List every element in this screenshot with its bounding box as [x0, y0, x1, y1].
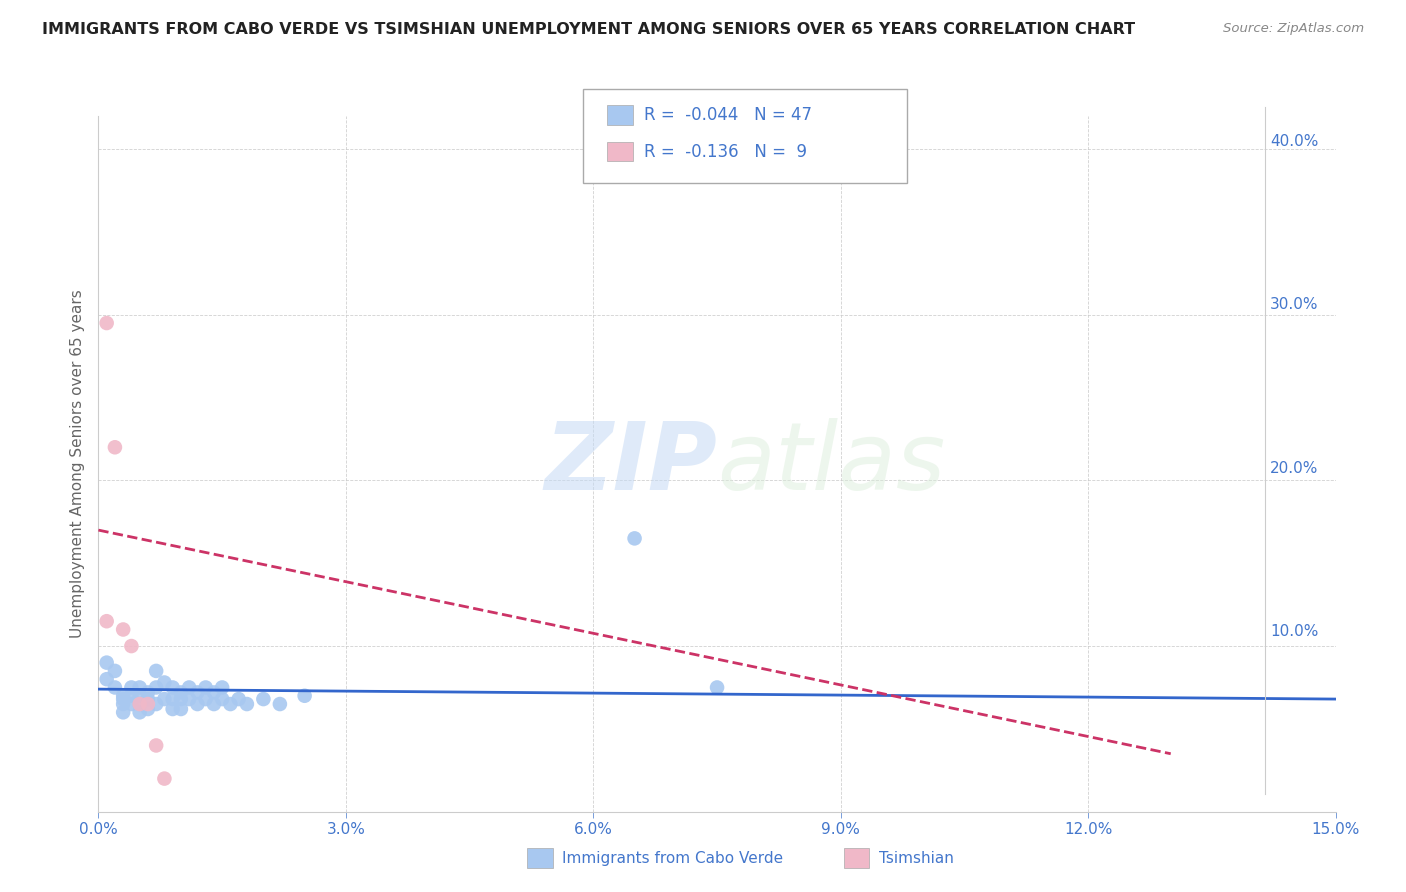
Point [201, 689, 224, 703]
Point [259, 664, 281, 679]
Point [208, 669, 231, 683]
Point [288, 675, 311, 690]
Point [172, 304, 194, 318]
Point [201, 681, 224, 695]
Point [208, 681, 231, 695]
Point [222, 754, 245, 768]
Point [238, 669, 260, 683]
Point [172, 640, 194, 654]
Point [274, 664, 297, 679]
Point [252, 669, 274, 683]
Point [215, 664, 238, 679]
Point [309, 675, 332, 690]
Point [172, 656, 194, 670]
Point [222, 659, 245, 673]
Text: R =  -0.136   N =  9: R = -0.136 N = 9 [644, 143, 807, 161]
Point [346, 673, 368, 687]
Point [186, 607, 209, 621]
Point [186, 689, 209, 703]
Point [238, 675, 260, 690]
Point [201, 664, 224, 679]
Text: IMMIGRANTS FROM CABO VERDE VS TSIMSHIAN UNEMPLOYMENT AMONG SENIORS OVER 65 YEARS: IMMIGRANTS FROM CABO VERDE VS TSIMSHIAN … [42, 22, 1135, 37]
Point [252, 681, 274, 695]
Point [215, 722, 238, 736]
Point [194, 624, 217, 638]
Point [208, 675, 231, 690]
Point [266, 681, 288, 695]
Text: ZIP: ZIP [548, 404, 721, 497]
Point [194, 673, 217, 687]
Point [194, 681, 217, 695]
Point [281, 681, 304, 695]
Point [179, 427, 201, 442]
Point [215, 681, 238, 695]
Point [215, 648, 238, 662]
Point [325, 681, 347, 695]
Text: R =  -0.044   N = 47: R = -0.044 N = 47 [644, 106, 811, 124]
Text: Immigrants from Cabo Verde: Immigrants from Cabo Verde [562, 851, 783, 865]
Point [208, 685, 231, 699]
Text: Source: ZipAtlas.com: Source: ZipAtlas.com [1223, 22, 1364, 36]
Point [231, 664, 253, 679]
Point [186, 675, 209, 690]
Point [637, 516, 659, 531]
Point [201, 681, 224, 695]
Point [238, 685, 260, 699]
Point [194, 664, 217, 679]
Y-axis label: Unemployment Among Seniors over 65 years: Unemployment Among Seniors over 65 years [70, 277, 86, 624]
Point [179, 664, 201, 679]
Point [201, 673, 224, 687]
Point [222, 675, 245, 690]
Point [710, 664, 733, 679]
Point [245, 675, 267, 690]
Point [295, 681, 318, 695]
Point [231, 675, 253, 690]
Point [186, 681, 209, 695]
Point [266, 669, 288, 683]
Point [179, 648, 201, 662]
Point [231, 685, 253, 699]
Text: Tsimshian: Tsimshian [879, 851, 953, 865]
Text: atlas: atlas [721, 405, 949, 496]
Point [274, 675, 297, 690]
Point [186, 673, 209, 687]
Point [259, 675, 281, 690]
Point [245, 664, 267, 679]
Point [172, 599, 194, 613]
